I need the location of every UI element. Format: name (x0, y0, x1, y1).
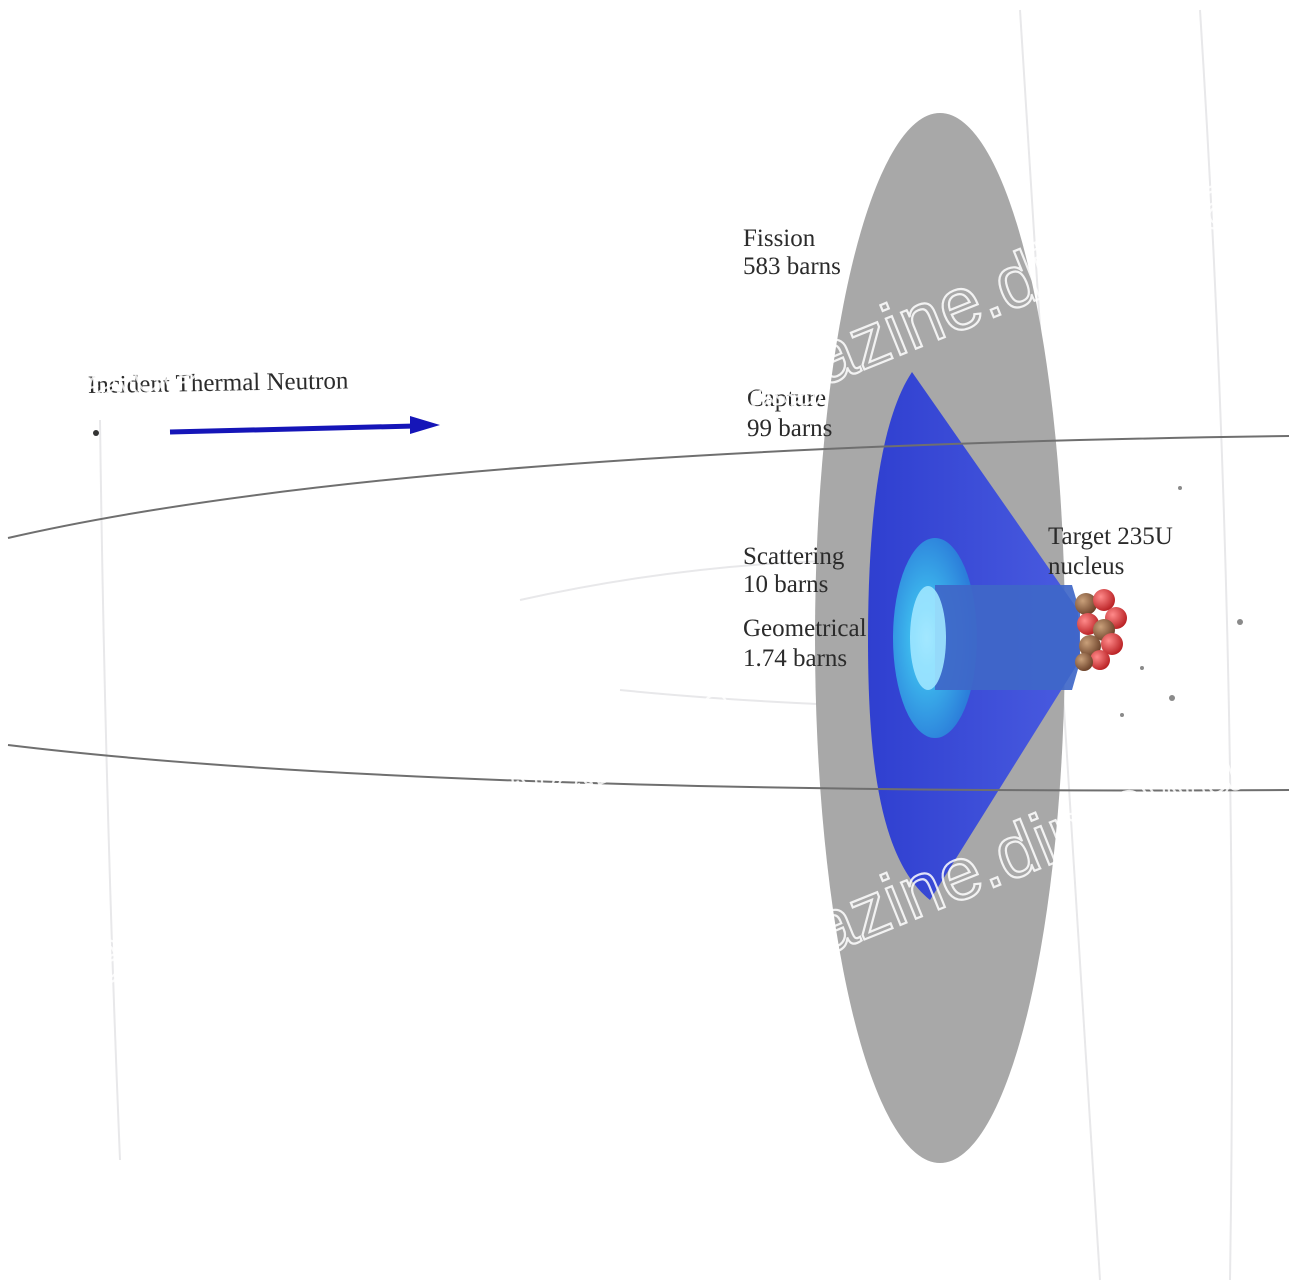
geometric-cylinder (935, 585, 1080, 690)
fission-value-label: 583 barns (743, 253, 841, 280)
capture-name-label: Capture (747, 385, 826, 412)
watermark-text: magazine.dimowa.com (15, 94, 748, 454)
geometric-value-label: 1.74 barns (743, 645, 847, 672)
geometric-name-label: Geometrical (743, 615, 867, 642)
geometric-disc-face (910, 586, 946, 690)
scatter-dots (1120, 486, 1243, 717)
target-nucleus (1075, 589, 1127, 671)
fission-name-label: Fission (743, 225, 816, 252)
scattering-name-label: Scattering (743, 543, 845, 570)
neutron-particle (93, 430, 99, 436)
incident-neutron-label: Incident Thermal Neutron (88, 367, 349, 399)
scattering-value-label: 10 barns (743, 571, 828, 598)
target-label-line1: Target 235U (1048, 523, 1173, 550)
trajectory-lines (7, 435, 1289, 792)
watermark-text: magazine.dimowa.com (15, 664, 748, 1024)
target-label-line2: nucleus (1048, 553, 1124, 580)
capture-value-label: 99 barns (747, 415, 832, 442)
neutron-arrow (169, 416, 440, 435)
